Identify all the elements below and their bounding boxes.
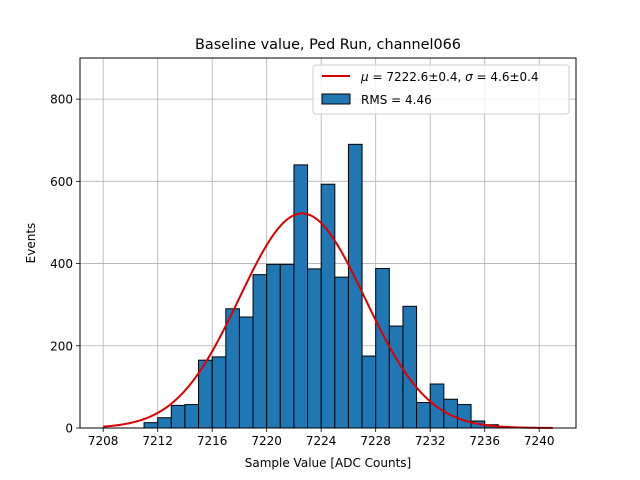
histogram-bar — [225, 308, 240, 429]
y-axis-label: Events — [24, 223, 38, 264]
histogram-bars — [143, 143, 513, 429]
y-tick-label: 800 — [50, 93, 73, 107]
legend-mu-value: = 7222.6±0.4, — [369, 70, 465, 84]
x-tick-label: 7228 — [360, 434, 391, 448]
histogram-bar — [279, 263, 295, 429]
plot-frame — [79, 57, 577, 429]
x-tick-label: 7208 — [88, 434, 119, 448]
histogram-bar — [211, 356, 227, 429]
histogram-bar — [293, 164, 309, 429]
x-tick-label: 7240 — [524, 434, 555, 448]
y-tick-label: 0 — [65, 422, 73, 436]
legend-box — [312, 64, 570, 115]
histogram-bar — [307, 268, 322, 429]
histogram-bar — [320, 183, 336, 429]
legend-hist-label: RMS = 4.46 — [361, 93, 432, 107]
x-axis-label: Sample Value [ADC Counts] — [245, 456, 411, 470]
legend-sigma-value: = 4.6±0.4 — [473, 70, 539, 84]
histogram-bar — [388, 325, 404, 429]
fit-curve — [103, 212, 553, 429]
y-tick-label: 200 — [50, 339, 73, 353]
histogram-bar — [266, 263, 281, 429]
legend-mu-symbol: μ — [360, 70, 369, 84]
histogram-bar — [143, 422, 159, 429]
histogram-bar — [170, 404, 186, 429]
legend-sigma-symbol: σ — [465, 70, 473, 84]
histogram-bar — [184, 404, 200, 429]
histogram-bar — [456, 404, 472, 429]
legend-hist-swatch — [321, 93, 351, 105]
histogram-bar — [375, 267, 390, 429]
histogram-bar — [334, 276, 349, 429]
histogram-bar — [416, 402, 431, 429]
axis-ticks: 7208 7212 7216 7220 7224 7228 7232 7236 7240 0 200… — [50, 93, 554, 448]
histogram-bar — [252, 274, 268, 429]
gaussian-fit — [103, 212, 553, 429]
histogram-bar — [402, 305, 418, 429]
legend-fit-label: μ = 7222.6±0.4, σ = 4.6±0.4 — [360, 70, 539, 84]
x-tick-label: 7212 — [142, 434, 173, 448]
x-tick-label: 7220 — [251, 434, 282, 448]
chart-title: Baseline value, Ped Run, channel066 — [195, 37, 461, 53]
x-tick-label: 7216 — [197, 434, 228, 448]
legend: μ = 7222.6±0.4, σ = 4.6±0.4 RMS = 4.46 — [312, 64, 570, 115]
y-tick-label: 400 — [50, 257, 73, 271]
histogram-bar — [157, 417, 172, 429]
x-tick-label: 7236 — [469, 434, 500, 448]
x-tick-label: 7232 — [415, 434, 446, 448]
y-tick-label: 600 — [50, 175, 73, 189]
x-tick-label: 7224 — [306, 434, 337, 448]
histogram-bar — [238, 316, 254, 429]
histogram-bar — [361, 355, 377, 429]
